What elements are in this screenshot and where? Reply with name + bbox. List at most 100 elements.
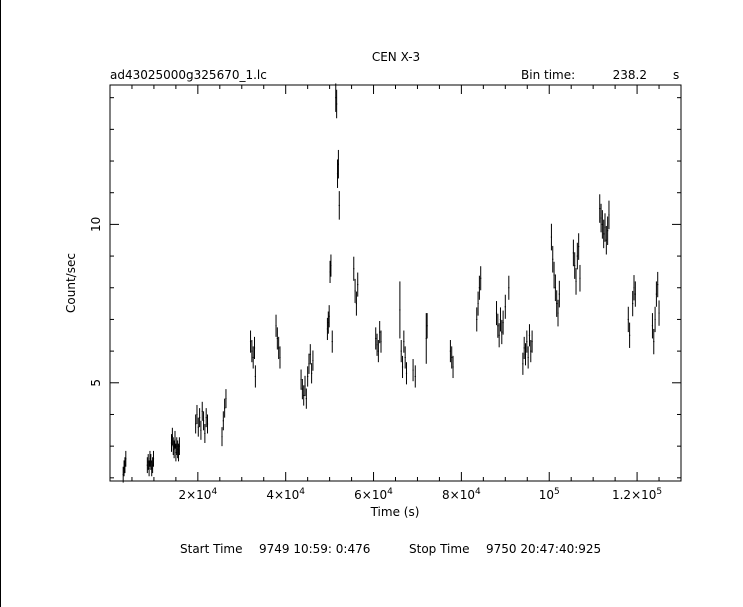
data-point <box>221 427 223 447</box>
data-point <box>249 330 252 353</box>
data-point <box>604 213 606 242</box>
data-point <box>304 375 306 397</box>
data-point <box>225 389 227 409</box>
data-point <box>405 362 408 385</box>
data-point <box>522 352 524 375</box>
x-tick-label: 105 <box>539 487 560 502</box>
data-point <box>632 290 634 317</box>
x-tick-exponent: 5 <box>656 487 662 497</box>
data-point <box>354 278 356 303</box>
data-point <box>572 239 574 267</box>
data-point <box>305 388 307 409</box>
data-point <box>224 398 226 418</box>
data-point <box>336 89 338 119</box>
data-point <box>199 408 201 428</box>
bin-time-label: Bin time: <box>521 68 575 82</box>
file-label: ad43025000g325670_1.lc <box>110 68 267 82</box>
data-point <box>452 355 454 379</box>
y-tick-label: 10 <box>89 217 103 232</box>
data-point <box>201 401 203 421</box>
data-point <box>495 301 498 326</box>
data-point <box>308 353 310 374</box>
data-point <box>524 343 527 366</box>
data-point <box>552 245 554 273</box>
data-point <box>655 281 658 307</box>
data-point <box>426 313 428 339</box>
data-point <box>403 330 405 353</box>
data-point <box>152 450 155 467</box>
data-point <box>300 369 302 390</box>
data-point <box>338 191 340 220</box>
data-point <box>252 346 254 369</box>
data-point <box>629 322 631 348</box>
data-point <box>627 306 629 333</box>
data-point <box>504 294 506 319</box>
data-point <box>196 404 198 424</box>
data-point <box>633 275 635 301</box>
data-point <box>502 310 504 335</box>
data-point <box>451 346 453 369</box>
data-point <box>608 200 610 230</box>
data-point <box>148 460 150 477</box>
data-point <box>478 275 480 300</box>
data-point <box>579 264 581 292</box>
data-point <box>497 313 499 338</box>
data-point <box>301 378 303 400</box>
data-point <box>331 330 333 353</box>
data-point <box>357 272 359 297</box>
data-point <box>550 223 553 251</box>
x-tick-label: 6×104 <box>354 487 393 502</box>
x-tick-mantissa: 8×10 <box>442 488 475 502</box>
x-tick-label: 8×104 <box>442 487 481 502</box>
data-point <box>523 336 525 360</box>
x-tick-exponent: 4 <box>299 487 305 497</box>
window-left-edge <box>0 0 1 607</box>
data-point <box>307 366 309 387</box>
bin-time-value: 238.2 <box>613 68 647 82</box>
data-point <box>399 281 401 339</box>
data-point <box>206 414 209 434</box>
start-time-label: Start Time <box>180 542 243 556</box>
x-tick-exponent: 4 <box>387 487 393 497</box>
data-point <box>449 340 452 363</box>
data-point <box>279 346 281 369</box>
x-tick-mantissa: 6×10 <box>354 488 387 502</box>
x-tick-mantissa: 4×10 <box>266 488 299 502</box>
data-point <box>414 365 416 388</box>
data-point <box>477 291 479 316</box>
data-point <box>600 203 602 233</box>
data-point <box>599 194 601 223</box>
data-point <box>125 450 127 467</box>
data-point <box>578 233 580 260</box>
x-tick-label: 4×104 <box>266 487 305 502</box>
data-point <box>200 420 202 440</box>
x-tick-label: 2×104 <box>178 487 217 502</box>
x-tick-exponent: 4 <box>475 487 481 497</box>
data-point <box>275 314 277 337</box>
data-point <box>508 275 510 300</box>
data-point <box>204 423 206 443</box>
x-tick-exponent: 5 <box>554 487 560 497</box>
data-point <box>412 359 414 382</box>
data-point <box>328 305 330 328</box>
data-point <box>174 430 176 449</box>
data-point <box>658 300 660 326</box>
data-point <box>531 330 533 353</box>
data-point <box>527 346 529 369</box>
data-point <box>501 320 503 345</box>
data-point <box>379 321 381 344</box>
data-point <box>651 313 654 339</box>
data-point <box>654 306 656 333</box>
data-point <box>404 346 406 369</box>
data-point <box>476 307 478 332</box>
data-point <box>202 411 205 431</box>
data-point <box>197 417 199 437</box>
data-point <box>601 210 603 239</box>
x-tick-exponent: 4 <box>211 487 217 497</box>
data-points <box>122 83 660 483</box>
data-point <box>530 340 532 363</box>
data-point <box>634 281 636 307</box>
data-point <box>553 261 555 289</box>
data-point <box>303 385 305 406</box>
